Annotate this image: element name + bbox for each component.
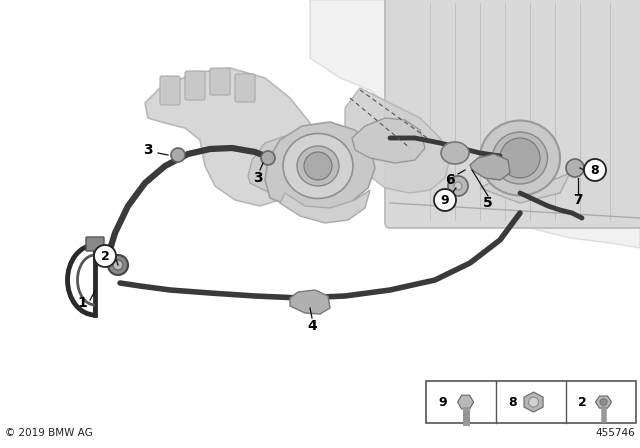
Polygon shape: [400, 0, 640, 220]
Circle shape: [261, 151, 275, 165]
Circle shape: [584, 159, 606, 181]
Text: 8: 8: [508, 396, 517, 409]
Circle shape: [304, 152, 332, 180]
Ellipse shape: [283, 134, 353, 198]
Polygon shape: [265, 122, 375, 210]
Circle shape: [94, 245, 116, 267]
Circle shape: [171, 148, 185, 162]
Text: 4: 4: [307, 319, 317, 333]
Ellipse shape: [441, 142, 469, 164]
Text: 2: 2: [100, 250, 109, 263]
Circle shape: [448, 176, 468, 196]
FancyBboxPatch shape: [235, 74, 255, 102]
Ellipse shape: [480, 121, 560, 195]
Text: 6: 6: [445, 173, 455, 187]
Polygon shape: [596, 396, 612, 408]
Circle shape: [454, 182, 462, 190]
Polygon shape: [480, 173, 570, 203]
Circle shape: [566, 159, 584, 177]
Text: 8: 8: [591, 164, 599, 177]
Polygon shape: [600, 399, 607, 405]
Polygon shape: [280, 190, 370, 223]
Text: 455746: 455746: [595, 428, 635, 438]
Text: 9: 9: [441, 194, 449, 207]
Polygon shape: [248, 136, 320, 198]
Text: 9: 9: [438, 396, 447, 409]
Text: 1: 1: [77, 296, 87, 310]
Text: 3: 3: [143, 143, 153, 157]
Polygon shape: [470, 154, 510, 180]
Polygon shape: [145, 68, 315, 206]
Text: 3: 3: [253, 171, 263, 185]
Polygon shape: [352, 118, 425, 163]
Text: 5: 5: [483, 196, 493, 210]
Circle shape: [434, 189, 456, 211]
Polygon shape: [345, 88, 450, 193]
Circle shape: [108, 255, 128, 275]
Text: 2: 2: [578, 396, 587, 409]
Circle shape: [500, 138, 540, 178]
Polygon shape: [524, 392, 543, 412]
FancyBboxPatch shape: [185, 71, 205, 100]
Text: © 2019 BMW AG: © 2019 BMW AG: [5, 428, 93, 438]
FancyBboxPatch shape: [385, 0, 640, 228]
FancyBboxPatch shape: [160, 76, 180, 105]
Polygon shape: [458, 395, 474, 409]
Bar: [426, 381, 636, 423]
Text: 7: 7: [573, 193, 583, 207]
Polygon shape: [310, 0, 640, 248]
Ellipse shape: [297, 146, 339, 186]
Circle shape: [529, 397, 539, 407]
FancyBboxPatch shape: [86, 237, 104, 251]
FancyBboxPatch shape: [210, 68, 230, 95]
Circle shape: [113, 260, 123, 270]
Polygon shape: [290, 290, 330, 314]
Ellipse shape: [493, 132, 547, 184]
